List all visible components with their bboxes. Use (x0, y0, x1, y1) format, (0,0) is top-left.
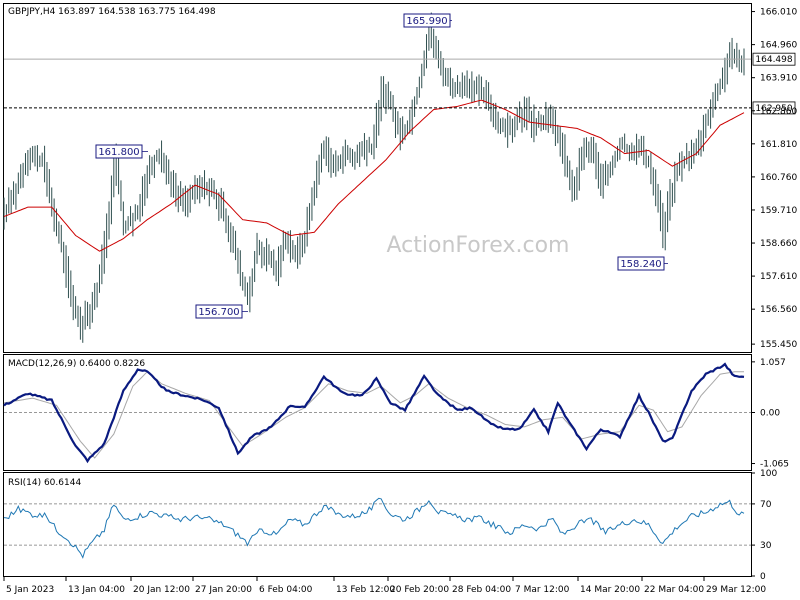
annotation-label: 156.700 (198, 307, 239, 318)
rsi-tick-label: 30 (760, 541, 772, 551)
annotation-label: 165.990 (406, 16, 447, 27)
x-tick-label: 27 Jan 20:00 (195, 585, 252, 595)
price-tick-label: 156.560 (760, 305, 797, 315)
x-axis-ticks: 5 Jan 2023 13 Jan 04:00 20 Jan 12:00 27 Jan… (3, 577, 766, 595)
rsi-line (3, 497, 745, 559)
price-series (3, 12, 745, 343)
macd-tick-label: -1.065 (760, 460, 789, 470)
rsi-tick-label: 100 (760, 469, 777, 479)
price-level-lines: 164.498 162.950 (4, 52, 796, 115)
rsi-tick-label: 70 (760, 500, 772, 510)
price-tick-label: 155.450 (760, 340, 797, 350)
x-tick-label: 7 Mar 12:00 (515, 585, 570, 595)
price-annotations: 165.990 161.800 156.700 158.240 (95, 13, 668, 319)
price-header: GBPJPY,H4 163.897 164.538 163.775 164.49… (8, 7, 216, 17)
price-tick-label: 159.710 (760, 206, 797, 216)
price-tick-label: 158.660 (760, 239, 797, 249)
macd-signal-line (3, 371, 744, 459)
macd-tick-label: 1.057 (760, 358, 786, 368)
price-level-box (752, 52, 796, 66)
price-tick-label: 160.760 (760, 173, 797, 183)
x-tick-label: 29 Mar 12:00 (706, 585, 766, 595)
annotation-label: 161.800 (98, 147, 139, 158)
price-level-box (752, 101, 796, 115)
x-tick-label: 13 Jan 04:00 (68, 585, 125, 595)
annotation-label: 158.240 (620, 259, 661, 270)
watermark: ActionForex.com (387, 233, 570, 258)
x-tick-label: 6 Feb 04:00 (259, 585, 313, 595)
price-panel-frame (3, 3, 752, 353)
rsi-panel-frame (3, 472, 752, 577)
macd-header: MACD(12,26,9) 0.6400 0.8226 (8, 359, 145, 369)
price-tick-label: 164.960 (760, 41, 797, 51)
y-axis-ticks: 166.010 164.960 163.910 162.860 161.810 160.7… (751, 8, 797, 582)
price-tick-label: 163.910 (760, 74, 797, 84)
price-tick-label: 166.010 (760, 8, 797, 18)
rsi-tick-label: 0 (760, 572, 766, 582)
macd-series (3, 362, 751, 464)
moving-average-series (3, 99, 745, 252)
price-tick-label: 162.860 (760, 107, 797, 117)
x-tick-label: 5 Jan 2023 (6, 585, 54, 595)
x-tick-label: 14 Mar 20:00 (580, 585, 640, 595)
moving-average-line (3, 99, 745, 252)
price-tick-label: 157.610 (760, 272, 797, 282)
rsi-header: RSI(14) 60.6144 (8, 478, 81, 488)
x-tick-label: 20 Feb 20:00 (390, 585, 449, 595)
price-level-label: 164.498 (755, 55, 792, 65)
price-tick-label: 161.810 (760, 140, 797, 150)
x-tick-label: 22 Mar 04:00 (644, 585, 704, 595)
macd-tick-label: 0.00 (760, 409, 780, 419)
macd-line (3, 362, 745, 464)
x-tick-label: 13 Feb 12:00 (336, 585, 395, 595)
x-tick-label: 28 Feb 04:00 (452, 585, 511, 595)
rsi-series (3, 497, 751, 559)
x-tick-label: 20 Jan 12:00 (133, 585, 190, 595)
price-level-label: 162.950 (755, 104, 792, 114)
